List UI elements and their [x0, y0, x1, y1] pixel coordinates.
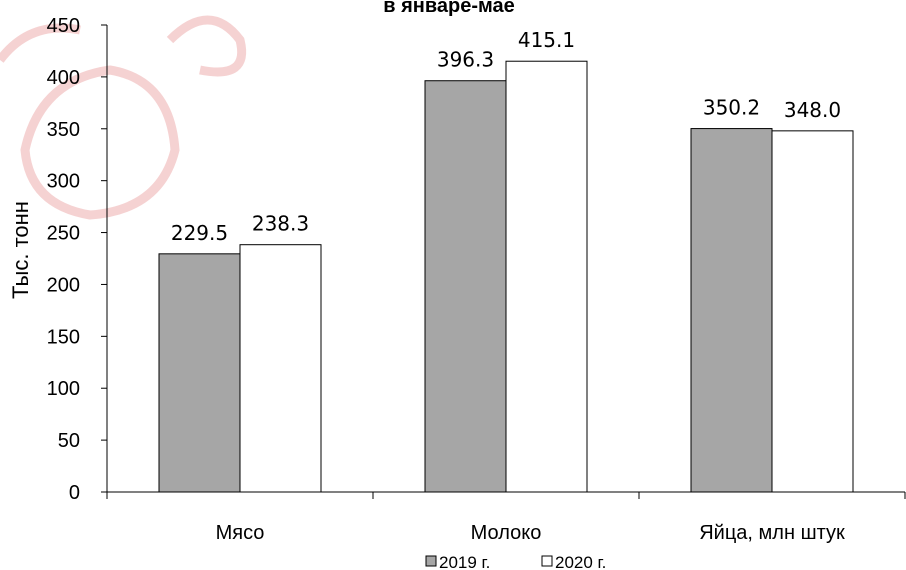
data-label: 238.3 — [252, 212, 309, 236]
bars — [158, 60, 854, 493]
legend-label: 2020 г. — [555, 553, 606, 570]
y-tick-label: 300 — [47, 171, 80, 193]
x-labels: Мясо Молоко Яйца, млн штук — [216, 522, 845, 544]
y-tick-label: 150 — [47, 326, 80, 348]
y-tick-label: 350 — [47, 119, 80, 141]
y-tick-label: 450 — [47, 15, 80, 37]
bar — [771, 130, 854, 493]
data-label: 415.1 — [518, 28, 575, 52]
data-label: 348.0 — [784, 98, 841, 122]
legend: 2019 г. 2020 г. — [425, 553, 606, 570]
x-tick-label: Мясо — [216, 522, 265, 544]
bar — [690, 128, 773, 493]
data-label: 229.5 — [171, 221, 228, 245]
y-tick-label: 200 — [47, 274, 80, 296]
bar — [505, 60, 588, 493]
y-tick-label: 100 — [47, 378, 80, 400]
watermark — [0, 15, 246, 220]
y-tick-label: 50 — [58, 430, 80, 452]
legend-swatch — [425, 555, 437, 567]
legend-label: 2019 г. — [439, 553, 490, 570]
data-label: 396.3 — [437, 48, 494, 72]
bar — [239, 244, 322, 493]
legend-swatch — [541, 555, 553, 567]
x-tick-label: Яйца, млн штук — [699, 522, 845, 544]
bar — [424, 80, 507, 493]
y-ticks: 0 50 100 150 200 250 300 350 400 450 — [47, 15, 107, 504]
x-tick-label: Молоко — [471, 522, 542, 544]
y-tick-label: 400 — [47, 67, 80, 89]
chart-title: в январе-мае — [383, 0, 515, 17]
y-tick-label: 0 — [69, 482, 80, 504]
y-axis-label: Тыс. тонн — [8, 201, 33, 299]
data-label: 350.2 — [703, 96, 760, 120]
y-tick-label: 250 — [47, 223, 80, 245]
data-labels: 229.5 238.3 396.3 415.1 350.2 348.0 — [171, 28, 841, 245]
bar — [158, 253, 241, 493]
